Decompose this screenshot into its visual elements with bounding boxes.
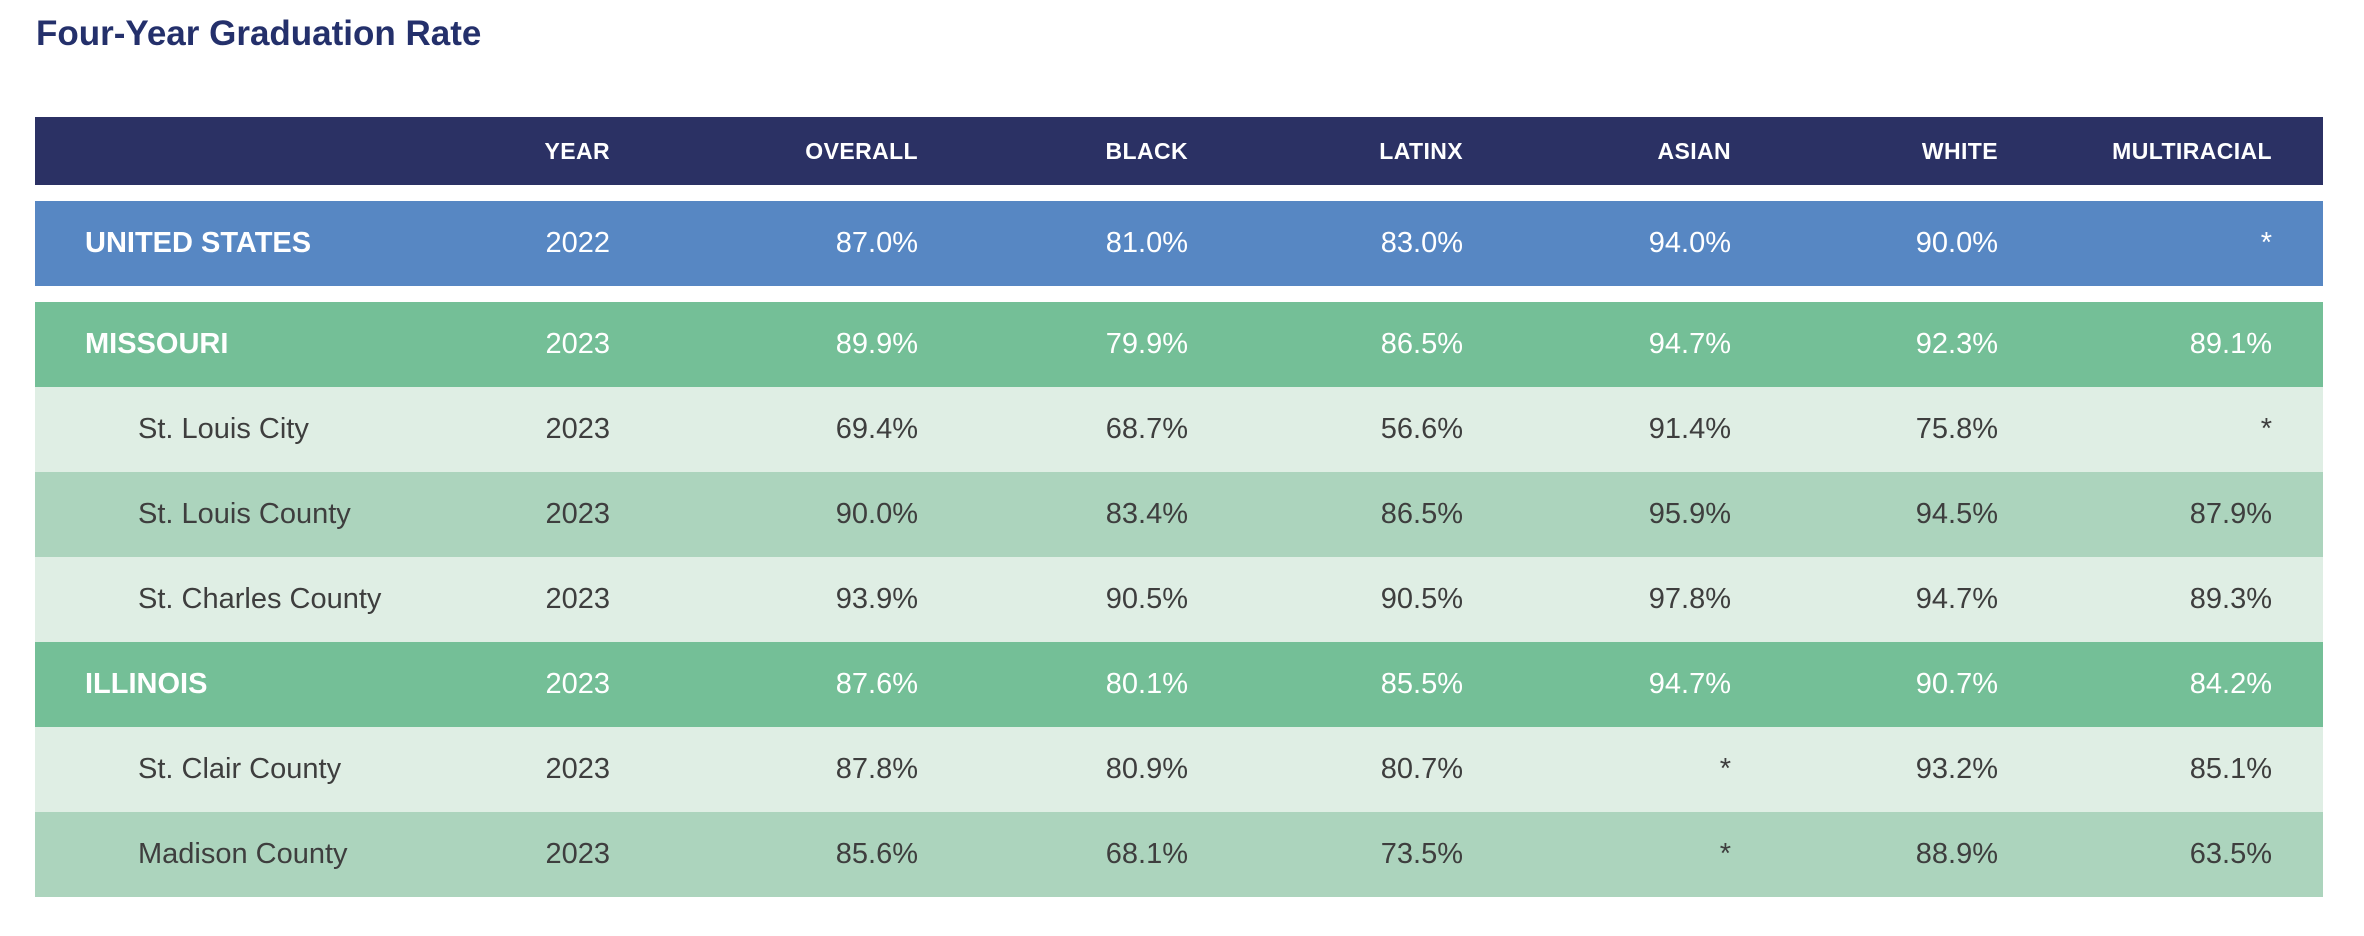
- black-rate-cell: 68.1%: [1105, 838, 1188, 870]
- column-header-black: BLACK: [1105, 137, 1188, 164]
- table-header-row: YEAR OVERALL BLACK LATINX ASIAN WHITE MU…: [35, 117, 2323, 185]
- year-cell: 2023: [545, 753, 610, 785]
- table-row-st-louis-city: St. Louis City 2023 69.4% 68.7% 56.6% 91…: [35, 387, 2323, 472]
- black-rate-cell: 90.5%: [1105, 583, 1188, 615]
- year-cell: 2022: [545, 227, 610, 259]
- region-name-cell: UNITED STATES: [85, 227, 312, 259]
- column-header-year: YEAR: [544, 137, 610, 164]
- black-rate-cell: 83.4%: [1105, 498, 1188, 530]
- asian-rate-cell: 94.7%: [1648, 668, 1731, 700]
- latinx-rate-cell: 73.5%: [1380, 838, 1463, 870]
- latinx-rate-cell: 83.0%: [1380, 227, 1463, 259]
- page-title: Four-Year Graduation Rate: [36, 14, 482, 53]
- black-rate-cell: 80.1%: [1105, 668, 1188, 700]
- multiracial-rate-cell: 85.1%: [2189, 753, 2272, 785]
- year-cell: 2023: [545, 498, 610, 530]
- latinx-rate-cell: 86.5%: [1380, 328, 1463, 360]
- latinx-rate-cell: 90.5%: [1380, 583, 1463, 615]
- multiracial-rate-cell: 89.1%: [2189, 328, 2272, 360]
- black-rate-cell: 81.0%: [1105, 227, 1188, 259]
- multiracial-rate-cell: 63.5%: [2189, 838, 2272, 870]
- region-name-cell: St. Charles County: [138, 583, 382, 615]
- year-cell: 2023: [545, 583, 610, 615]
- table-row-st-charles-county: St. Charles County 2023 93.9% 90.5% 90.5…: [35, 557, 2323, 642]
- year-cell: 2023: [545, 838, 610, 870]
- multiracial-rate-cell: *: [2260, 227, 2272, 259]
- region-name-cell: St. Clair County: [138, 753, 342, 785]
- asian-rate-cell: *: [1719, 753, 1731, 785]
- column-header-overall: OVERALL: [805, 137, 918, 164]
- white-rate-cell: 94.5%: [1915, 498, 1998, 530]
- year-cell: 2023: [545, 668, 610, 700]
- column-header-asian: ASIAN: [1657, 137, 1731, 164]
- column-header-multiracial: MULTIRACIAL: [2112, 137, 2272, 164]
- white-rate-cell: 92.3%: [1915, 328, 1998, 360]
- asian-rate-cell: 91.4%: [1648, 413, 1731, 445]
- white-rate-cell: 90.7%: [1915, 668, 1998, 700]
- latinx-rate-cell: 80.7%: [1380, 753, 1463, 785]
- region-name-cell: ILLINOIS: [85, 668, 208, 700]
- black-rate-cell: 79.9%: [1105, 328, 1188, 360]
- white-rate-cell: 75.8%: [1915, 413, 1998, 445]
- table-row-st-louis-county: St. Louis County 2023 90.0% 83.4% 86.5% …: [35, 472, 2323, 557]
- region-name-cell: Madison County: [138, 838, 348, 870]
- overall-rate-cell: 69.4%: [835, 413, 918, 445]
- asian-rate-cell: 94.7%: [1648, 328, 1731, 360]
- table-row-missouri: MISSOURI 2023 89.9% 79.9% 86.5% 94.7% 92…: [35, 302, 2323, 387]
- table-row-illinois: ILLINOIS 2023 87.6% 80.1% 85.5% 94.7% 90…: [35, 642, 2323, 727]
- overall-rate-cell: 85.6%: [835, 838, 918, 870]
- overall-rate-cell: 93.9%: [835, 583, 918, 615]
- white-rate-cell: 90.0%: [1915, 227, 1998, 259]
- column-header-latinx: LATINX: [1379, 137, 1463, 164]
- multiracial-rate-cell: 84.2%: [2189, 668, 2272, 700]
- multiracial-rate-cell: *: [2260, 413, 2272, 445]
- overall-rate-cell: 87.6%: [835, 668, 918, 700]
- overall-rate-cell: 89.9%: [835, 328, 918, 360]
- asian-rate-cell: 94.0%: [1648, 227, 1731, 259]
- overall-rate-cell: 87.0%: [835, 227, 918, 259]
- black-rate-cell: 80.9%: [1105, 753, 1188, 785]
- white-rate-cell: 94.7%: [1915, 583, 1998, 615]
- overall-rate-cell: 87.8%: [835, 753, 918, 785]
- black-rate-cell: 68.7%: [1105, 413, 1188, 445]
- asian-rate-cell: 95.9%: [1648, 498, 1731, 530]
- latinx-rate-cell: 56.6%: [1380, 413, 1463, 445]
- year-cell: 2023: [545, 413, 610, 445]
- table-row-st-clair-county: St. Clair County 2023 87.8% 80.9% 80.7% …: [35, 727, 2323, 812]
- table-body: UNITED STATES 2022 87.0% 81.0% 83.0% 94.…: [35, 201, 2323, 897]
- table-row-united-states: UNITED STATES 2022 87.0% 81.0% 83.0% 94.…: [35, 201, 2323, 286]
- multiracial-rate-cell: 89.3%: [2189, 583, 2272, 615]
- asian-rate-cell: *: [1719, 838, 1731, 870]
- white-rate-cell: 93.2%: [1915, 753, 1998, 785]
- year-cell: 2023: [545, 328, 610, 360]
- region-name-cell: St. Louis City: [138, 413, 309, 445]
- column-header-white: WHITE: [1921, 137, 1998, 164]
- overall-rate-cell: 90.0%: [835, 498, 918, 530]
- graduation-rate-table: YEAR OVERALL BLACK LATINX ASIAN WHITE MU…: [35, 117, 2323, 897]
- latinx-rate-cell: 86.5%: [1380, 498, 1463, 530]
- region-name-cell: St. Louis County: [138, 498, 351, 530]
- multiracial-rate-cell: 87.9%: [2189, 498, 2272, 530]
- white-rate-cell: 88.9%: [1915, 838, 1998, 870]
- latinx-rate-cell: 85.5%: [1380, 668, 1463, 700]
- asian-rate-cell: 97.8%: [1648, 583, 1731, 615]
- region-name-cell: MISSOURI: [85, 328, 229, 360]
- table-row-madison-county: Madison County 2023 85.6% 68.1% 73.5% * …: [35, 812, 2323, 897]
